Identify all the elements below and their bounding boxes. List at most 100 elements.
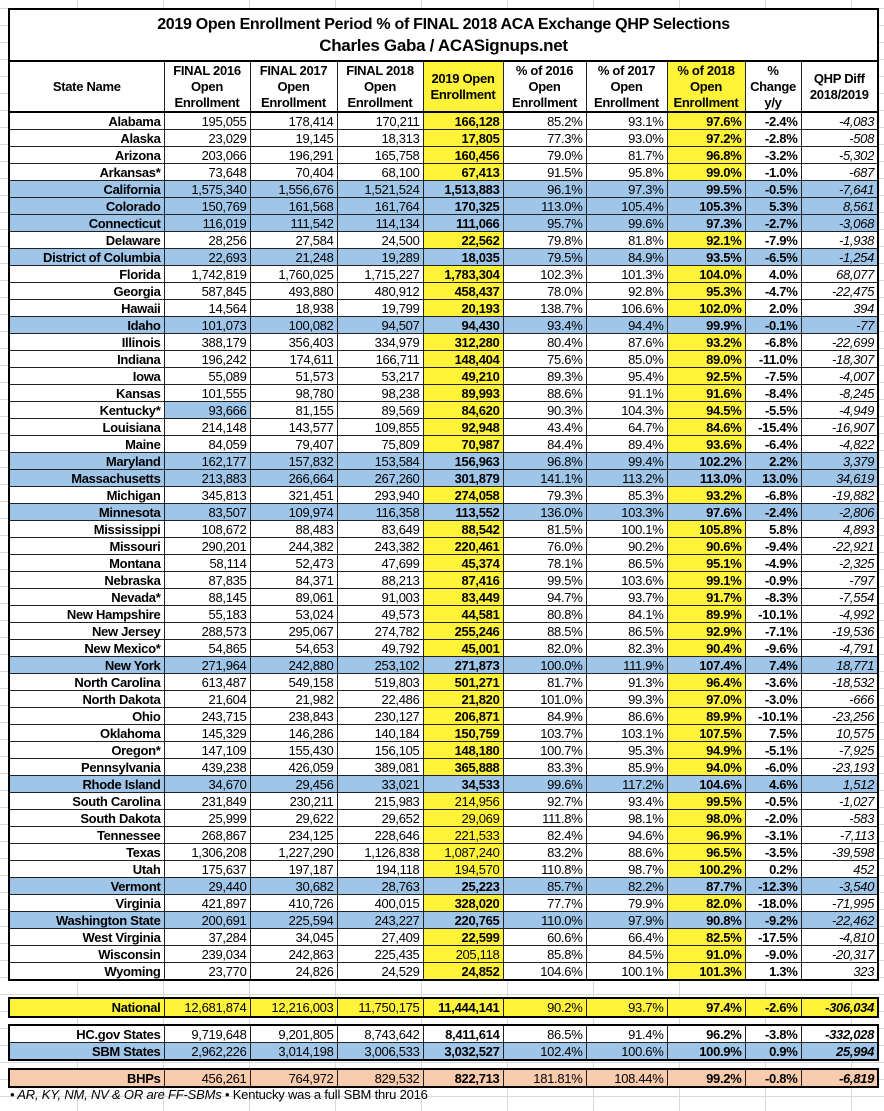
cell-pct-of-2016: 138.7%	[502, 299, 587, 317]
cell-final-2016: 145,329	[163, 724, 251, 742]
cell-final-2017: 12,216,003	[249, 997, 338, 1018]
cell-final-2017: 84,371	[249, 571, 338, 589]
cell-pct-of-2017: 93.4%	[585, 792, 668, 810]
cell-pct-change: -2.4%	[744, 111, 802, 130]
cell-final-2017: 53,024	[249, 605, 338, 623]
cell-pct-of-2018: 87.7%	[666, 877, 746, 895]
cell-pct-change: 13.0%	[744, 469, 802, 487]
cell-pct-of-2018: 91.0%	[666, 945, 746, 963]
cell-pct-change: 7.4%	[744, 656, 802, 674]
cell-final-2017: 98,780	[249, 384, 338, 402]
cell-pct-of-2017: 105.4%	[585, 197, 668, 215]
cell-qhp-diff: -4,822	[800, 435, 879, 453]
cell-qhp-diff: -797	[800, 571, 879, 589]
table-row: Wyoming 23,770 24,826 24,529 24,852 104.6% 100…	[8, 962, 879, 981]
cell-pct-of-2016: 104.6%	[502, 962, 587, 981]
cell-pct-change: -8.3%	[744, 588, 802, 606]
bhps-row: BHPs 456,261 764,972 829,532 822,713 181.81% 1…	[8, 1068, 879, 1088]
cell-pct-of-2018: 89.9%	[666, 605, 746, 623]
cell-final-2016: 200,691	[163, 911, 251, 929]
cell-pct-change: -15.4%	[744, 418, 802, 436]
cell-final-2016: 271,964	[163, 656, 251, 674]
cell-pct-of-2018: 97.0%	[666, 690, 746, 708]
cell-qhp-diff: 34,619	[800, 469, 879, 487]
state-name: Connecticut	[8, 214, 165, 232]
cell-qhp-diff: -8,245	[800, 384, 879, 402]
cell-pct-of-2017: 93.1%	[585, 111, 668, 130]
cell-pct-change: -9.4%	[744, 537, 802, 555]
cell-qhp-diff: -22,462	[800, 911, 879, 929]
state-name: Texas	[8, 843, 165, 861]
cell-pct-change: -18.0%	[744, 894, 802, 912]
cell-final-2017: 244,382	[249, 537, 338, 555]
header-pct-of-2016: % of 2016 Open Enrollment	[502, 60, 587, 113]
cell-final-2016: 388,179	[163, 333, 251, 351]
state-name: New Hampshire	[8, 605, 165, 623]
cell-pct-of-2018: 92.1%	[666, 231, 746, 249]
cell-pct-of-2018: 89.9%	[666, 707, 746, 725]
cell-pct-of-2016: 136.0%	[502, 503, 587, 521]
cell-enrollment-2019: 501,271	[422, 673, 504, 691]
cell-final-2016: 37,284	[163, 928, 251, 946]
cell-qhp-diff: -508	[800, 129, 879, 147]
state-name: SBM States	[8, 1042, 165, 1061]
cell-final-2017: 426,059	[249, 758, 338, 776]
cell-final-2016: 93,666	[163, 401, 251, 419]
header-pct-of-2017: % of 2017 Open Enrollment	[585, 60, 668, 113]
cell-final-2018: 225,435	[336, 945, 424, 963]
cell-pct-change: -2.7%	[744, 214, 802, 232]
table-row: Delaware 28,256 27,584 24,500 22,562 79.8% 81.…	[8, 231, 879, 249]
cell-final-2018: 49,573	[336, 605, 424, 623]
cell-pct-of-2017: 91.4%	[585, 1024, 668, 1043]
cell-pct-of-2017: 91.1%	[585, 384, 668, 402]
header-enrollment-2019: 2019 Open Enrollment	[422, 60, 504, 113]
cell-pct-of-2018: 90.4%	[666, 639, 746, 657]
cell-pct-change: -8.4%	[744, 384, 802, 402]
cell-final-2018: 116,358	[336, 503, 424, 521]
cell-pct-of-2017: 99.3%	[585, 690, 668, 708]
table-row: Massachusetts 213,883 266,664 267,260 301,87…	[8, 469, 879, 487]
cell-pct-of-2017: 113.2%	[585, 469, 668, 487]
cell-pct-of-2018: 96.4%	[666, 673, 746, 691]
cell-pct-of-2017: 108.44%	[585, 1068, 668, 1088]
cell-final-2018: 3,006,533	[336, 1042, 424, 1061]
state-name: Mississippi	[8, 520, 165, 538]
cell-pct-change: -10.1%	[744, 605, 802, 623]
cell-enrollment-2019: 365,888	[422, 758, 504, 776]
cell-pct-change: -11.0%	[744, 350, 802, 368]
cell-qhp-diff: -22,699	[800, 333, 879, 351]
bhp-table: BHPs 456,261 764,972 829,532 822,713 181.81% 1…	[8, 1068, 879, 1088]
cell-pct-of-2018: 107.4%	[666, 656, 746, 674]
state-name: Idaho	[8, 316, 165, 334]
state-name: Louisiana	[8, 418, 165, 436]
cell-pct-of-2016: 90.2%	[502, 997, 587, 1018]
cell-pct-of-2018: 96.5%	[666, 843, 746, 861]
cell-final-2016: 147,109	[163, 741, 251, 759]
cell-final-2018: 1,715,227	[336, 265, 424, 283]
cell-pct-of-2016: 77.7%	[502, 894, 587, 912]
cell-pct-change: -7.9%	[744, 231, 802, 249]
cell-pct-of-2016: 79.0%	[502, 146, 587, 164]
cell-pct-of-2016: 78.1%	[502, 554, 587, 572]
cell-final-2018: 156,105	[336, 741, 424, 759]
cell-pct-of-2016: 81.7%	[502, 673, 587, 691]
table-row: Illinois 388,179 356,403 334,979 312,280 80.4…	[8, 333, 879, 351]
cell-pct-of-2016: 79.3%	[502, 486, 587, 504]
cell-pct-of-2016: 76.0%	[502, 537, 587, 555]
cell-final-2016: 175,637	[163, 860, 251, 878]
table-row: Nevada* 88,145 89,061 91,003 83,449 94.7% 93.7…	[8, 588, 879, 606]
cell-final-2016: 456,261	[163, 1068, 251, 1088]
cell-enrollment-2019: 301,879	[422, 469, 504, 487]
state-name: Massachusetts	[8, 469, 165, 487]
cell-final-2017: 197,187	[249, 860, 338, 878]
cell-final-2018: 53,217	[336, 367, 424, 385]
cell-pct-of-2016: 91.5%	[502, 163, 587, 181]
cell-final-2016: 439,238	[163, 758, 251, 776]
table-title-cell: 2019 Open Enrollment Period % of FINAL 2…	[8, 8, 879, 62]
cell-final-2017: 266,664	[249, 469, 338, 487]
cell-pct-of-2018: 99.5%	[666, 792, 746, 810]
state-name: Nevada*	[8, 588, 165, 606]
table-title: 2019 Open Enrollment Period % of FINAL 2…	[157, 16, 730, 33]
cell-pct-of-2016: 100.0%	[502, 656, 587, 674]
cell-pct-of-2018: 98.0%	[666, 809, 746, 827]
